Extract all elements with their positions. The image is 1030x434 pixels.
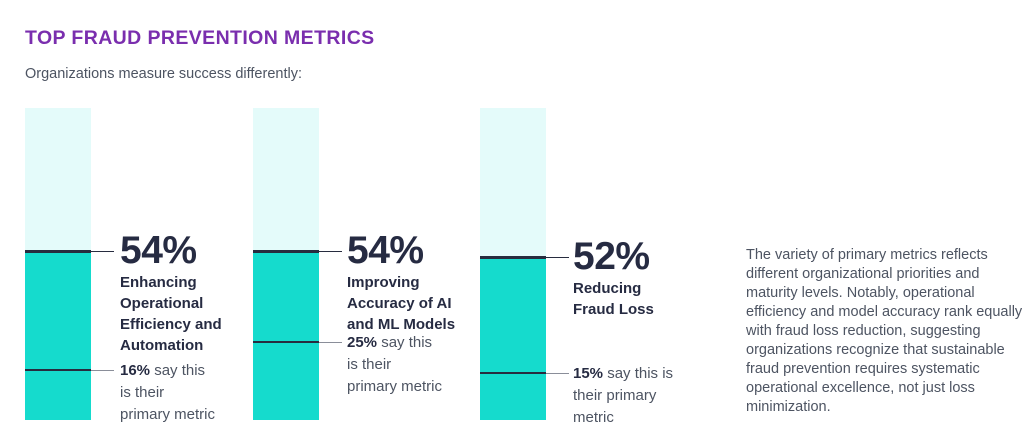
primary-metric-note: 25% say this is their primary metric — [347, 332, 442, 398]
metric-label-line: and ML Models — [347, 315, 456, 333]
commentary-text: The variety of primary metrics reflects … — [746, 247, 1023, 415]
bar-fill — [480, 257, 546, 420]
bar-value-label: 54% — [120, 228, 197, 272]
metric-label-line: Automation — [120, 336, 204, 354]
primary-marker-leader — [91, 369, 114, 371]
primary-note-line: is their — [347, 356, 392, 373]
metric-label-line: Efficiency and — [120, 315, 222, 333]
primary-percentage: 25% — [347, 334, 378, 351]
primary-metric-note: 16% say this is their primary metric — [120, 360, 215, 426]
metric-label-line: Enhancing — [120, 273, 197, 291]
page-subtitle: Organizations measure success differentl… — [25, 66, 302, 82]
primary-note-line: 16% say this — [120, 362, 206, 380]
metric-label-line: Accuracy of AI — [347, 294, 452, 312]
value-marker-line — [253, 250, 319, 253]
bar-value-label: 52% — [573, 234, 650, 278]
primary-metric-note: 15% say this is their primary metric — [573, 363, 673, 429]
bar-track — [253, 108, 319, 420]
bar-metric-label: Enhancing Operational Efficiency and Automa… — [120, 272, 222, 356]
primary-percentage: 15% — [573, 365, 604, 383]
primary-note-line: primary metric — [120, 406, 216, 424]
primary-note-line: 25% say this — [347, 334, 433, 351]
primary-note-line: their primary — [573, 387, 657, 405]
primary-marker-line — [480, 372, 546, 375]
value-marker-line — [25, 250, 91, 253]
primary-marker-leader — [319, 341, 342, 343]
bar-track — [480, 108, 546, 420]
value-marker-line — [480, 256, 546, 259]
bar-fill — [253, 251, 319, 420]
primary-note-line: is their — [120, 384, 165, 402]
bar-track — [25, 108, 91, 420]
primary-percentage: 16% — [120, 362, 151, 380]
value-marker-leader — [319, 250, 342, 253]
metric-label-line: Reducing — [573, 279, 642, 297]
bar-chart: 54% Enhancing Operational Efficiency and Aut… — [25, 108, 673, 429]
primary-marker-line — [25, 369, 91, 372]
value-marker-leader — [546, 256, 569, 259]
primary-note-line: primary metric — [347, 378, 443, 395]
primary-note-line: metric — [573, 409, 614, 427]
metric-label-line: Fraud Loss — [573, 300, 654, 318]
bar-fill — [25, 251, 91, 420]
value-marker-leader — [91, 250, 114, 253]
primary-marker-line — [253, 341, 319, 343]
primary-marker-leader — [546, 372, 569, 374]
bar-metric-label: Reducing Fraud Loss — [573, 278, 654, 320]
bar-metric-label: Improving Accuracy of AI and ML Models — [347, 272, 455, 335]
bar-value-label: 54% — [347, 228, 424, 272]
metric-label-line: Improving — [347, 273, 420, 291]
metric-label-line: Operational — [120, 294, 204, 312]
page-title: TOP FRAUD PREVENTION METRICS — [25, 27, 375, 49]
primary-note-line: 15% say this is — [573, 365, 674, 383]
